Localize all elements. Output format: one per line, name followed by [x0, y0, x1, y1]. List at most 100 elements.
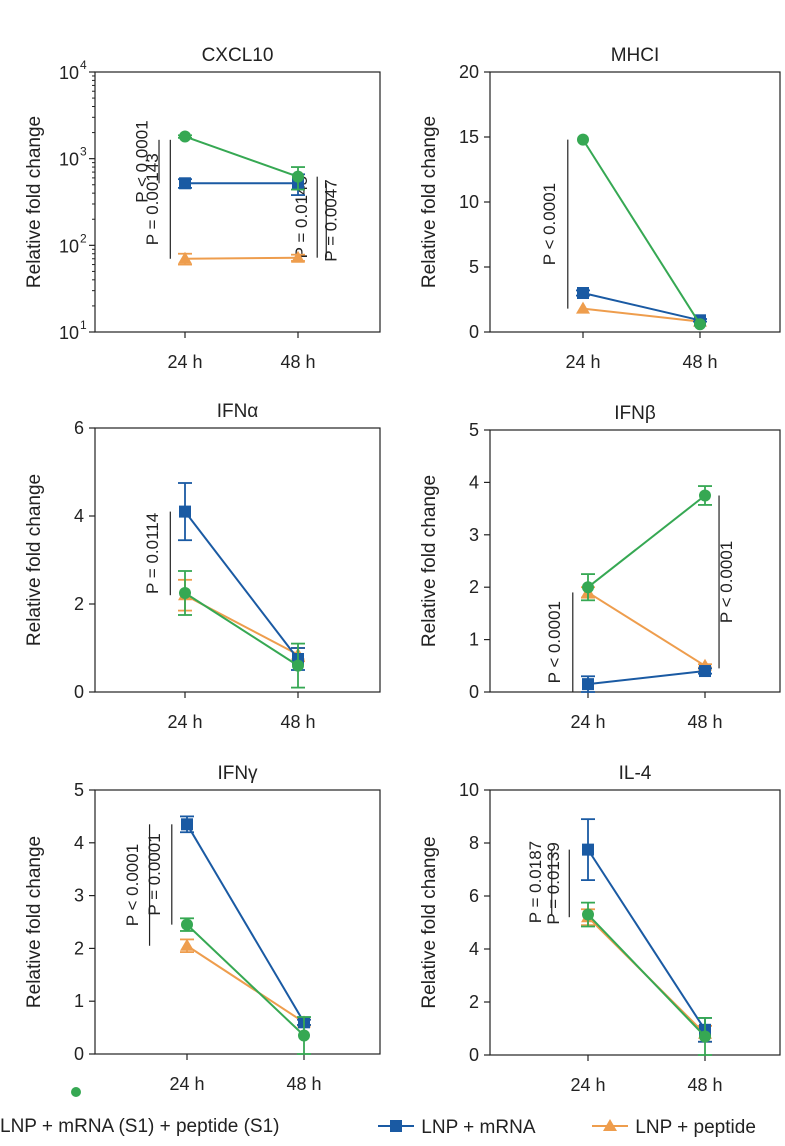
chart-title: CXCL10: [202, 45, 274, 66]
p-value-label: P = 0.0145: [292, 176, 311, 258]
series-lnp-peptide: [178, 250, 305, 266]
x-tick-label: 48 h: [280, 352, 315, 372]
y-tick-exponent: 4: [80, 58, 87, 72]
legend-item-peptide: LNP + peptide: [590, 1116, 756, 1139]
data-point: [179, 505, 191, 518]
p-value-label: P < 0.0001: [540, 183, 559, 265]
y-tick-label: 6: [74, 418, 84, 438]
data-point: [292, 170, 304, 183]
chart-title: MHCI: [611, 45, 660, 66]
p-value-label: P = 0.0139: [544, 842, 563, 924]
plot-frame: [94, 71, 381, 333]
series-lnp-mrna: [178, 482, 305, 671]
y-tick-label: 15: [459, 127, 479, 147]
series-lnp-mrna: [581, 665, 712, 693]
panel-ifn: IFNα Relative fold change 0 2 4 6 24 h 48 h P = …: [24, 401, 381, 732]
x-tick-label: 48 h: [687, 1075, 722, 1095]
data-point: [582, 908, 594, 921]
y-tick-exponent: 2: [80, 231, 87, 245]
p-value-label: P < 0.0001: [133, 120, 152, 202]
plot-frame: [94, 427, 381, 693]
y-tick-exponent: 1: [80, 318, 87, 332]
series-line: [184, 135, 299, 178]
y-axis-label: Relative fold change: [24, 836, 45, 1008]
p-value-label: P < 0.0001: [545, 601, 564, 683]
data-point: [179, 587, 191, 599]
p-value-label: P = 0.0187: [526, 841, 545, 923]
data-point: [699, 665, 711, 678]
y-tick-label: 2: [469, 577, 479, 597]
y-tick-exponent: 3: [80, 145, 87, 159]
y-tick-label: 8: [469, 833, 479, 853]
y-tick-label: 4: [74, 833, 84, 853]
data-point: [179, 130, 191, 143]
plot-frame: [94, 789, 381, 1055]
series-line: [587, 591, 706, 667]
y-tick-label: 4: [469, 472, 479, 492]
panel-ifn: IFNγ Relative fold change 0 1 2 3 4 5 24 h 48 h P …: [24, 763, 381, 1094]
y-tick-label: 0: [469, 1045, 479, 1065]
y-tick-label: 0: [469, 682, 479, 702]
series-line: [582, 292, 701, 322]
series-lnp-mrna-s1-peptide-s1: [581, 485, 712, 602]
series-lnp-mrna-s1-peptide-s1: [581, 901, 712, 1056]
x-tick-label: 24 h: [167, 712, 202, 732]
series-line: [186, 923, 305, 1037]
x-tick-label: 48 h: [286, 1074, 321, 1094]
p-value-label: P = 0.0001: [145, 833, 164, 915]
y-tick-label: 0: [74, 1044, 84, 1064]
y-tick-label: 0: [469, 322, 479, 342]
data-point: [179, 177, 191, 190]
legend-item-combo: LNP + mRNA (S1) + peptide (S1): [0, 1116, 280, 1138]
legend-label-combo: LNP + mRNA (S1) + peptide (S1): [0, 1116, 280, 1137]
y-axis-label: Relative fold change: [419, 116, 440, 288]
series-line: [582, 307, 701, 323]
y-tick-label: 3: [469, 525, 479, 545]
x-tick-label: 24 h: [565, 352, 600, 372]
plot-frame: [489, 71, 781, 333]
series-lnp-mrna-s1-peptide-s1: [180, 917, 311, 1055]
y-tick-label: 10: [59, 63, 79, 83]
legend-marker-triangle: [592, 1119, 628, 1131]
x-tick-label: 48 h: [280, 712, 315, 732]
data-point: [292, 659, 304, 672]
data-point: [582, 843, 594, 856]
p-value-label: P = 0.0114: [143, 513, 162, 594]
legend-label-mrna: LNP + mRNA: [421, 1117, 536, 1138]
y-tick-label: 10: [59, 323, 79, 343]
data-point: [180, 938, 194, 951]
y-tick-label: 2: [74, 594, 84, 614]
y-tick-label: 10: [459, 192, 479, 212]
y-tick-label: 5: [469, 420, 479, 440]
series-lnp-peptide: [178, 578, 305, 663]
x-tick-label: 48 h: [682, 352, 717, 372]
series-lnp-peptide: [581, 585, 712, 671]
y-tick-label: 10: [59, 150, 79, 170]
p-value-label: P = 0.0047: [321, 179, 340, 261]
y-tick-label: 3: [74, 886, 84, 906]
legend: LNP + mRNA (S1) + peptide (S1) LNP + mRN…: [0, 1110, 785, 1146]
y-tick-label: 10: [59, 236, 79, 256]
data-point: [181, 818, 193, 831]
y-tick-label: 2: [74, 938, 84, 958]
panel-mhci: MHCI Relative fold change 0 5 10 15 20 24 h 48 h…: [419, 45, 781, 372]
x-tick-label: 24 h: [167, 352, 202, 372]
data-point: [298, 1029, 310, 1042]
series-lnp-mrna-s1-peptide-s1: [178, 570, 305, 689]
data-point: [577, 287, 589, 299]
series-line: [184, 510, 299, 660]
panel-il-4: IL-4 Relative fold change 0 2 4 6 8 10 24 h 48 h P…: [419, 763, 781, 1095]
series-line: [184, 256, 299, 260]
y-tick-label: 5: [74, 780, 84, 800]
series-line: [587, 670, 706, 686]
legend-item-mrna: LNP + mRNA: [376, 1116, 536, 1139]
data-point: [181, 918, 193, 931]
y-axis-label: Relative fold change: [24, 116, 45, 288]
x-tick-label: 24 h: [570, 712, 605, 732]
y-axis-label: Relative fold change: [419, 836, 440, 1008]
x-tick-label: 24 h: [570, 1075, 605, 1095]
data-point: [291, 250, 305, 263]
data-point: [576, 301, 590, 314]
